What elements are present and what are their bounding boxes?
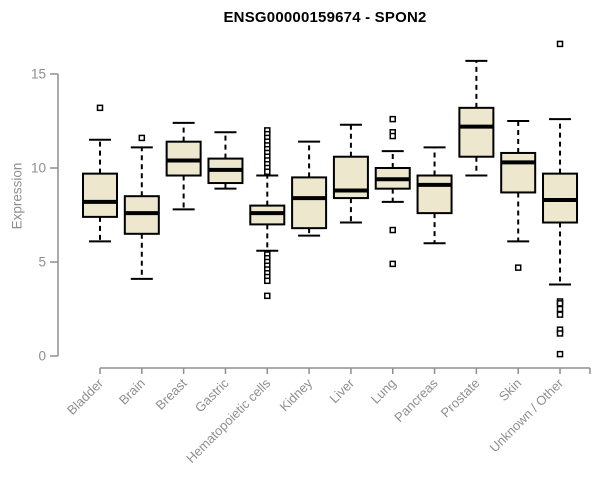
- y-tick-label: 10: [31, 161, 46, 176]
- outlier-point: [556, 305, 564, 313]
- category-label: Liver: [327, 375, 358, 406]
- category-label: Breast: [153, 375, 190, 412]
- boxplot-lung: [374, 115, 411, 268]
- boxplot-gastric: [207, 131, 244, 190]
- category-label: Prostate: [438, 376, 483, 421]
- outlier-point: [556, 40, 564, 48]
- boxplot-skin: [500, 120, 537, 271]
- outlier-point: [264, 168, 271, 176]
- y-tick-label: 0: [38, 349, 46, 364]
- outlier-point: [556, 311, 564, 318]
- outlier-point: [138, 134, 146, 142]
- category-label: Unknown / Other: [487, 375, 567, 455]
- iqr-box: [500, 151, 537, 194]
- outlier-point: [514, 264, 522, 271]
- outlier-point: [556, 350, 564, 358]
- boxplot-breast: [165, 121, 202, 211]
- outlier-point: [264, 292, 271, 300]
- boxplot-unknown-other: [542, 40, 579, 358]
- outlier-point: [389, 115, 396, 123]
- outlier-point: [96, 104, 104, 112]
- category-label: Brain: [116, 376, 148, 408]
- category-label: Bladder: [64, 375, 107, 418]
- boxplot-prostate: [458, 59, 495, 177]
- boxplot-brain: [123, 134, 160, 280]
- iqr-box: [291, 176, 328, 230]
- y-tick-label: 5: [38, 255, 46, 270]
- outlier-point: [389, 226, 396, 234]
- boxplot-kidney: [291, 140, 328, 237]
- boxplot-liver: [332, 123, 369, 224]
- boxplot-pancreas: [416, 146, 453, 245]
- y-tick-label: 15: [31, 67, 46, 82]
- iqr-box: [82, 172, 118, 218]
- category-label: Kidney: [277, 375, 316, 414]
- outlier-point: [389, 260, 396, 268]
- outlier-point: [556, 300, 564, 307]
- outlier-point: [264, 277, 271, 285]
- outlier-point: [556, 330, 564, 337]
- category-label: Pancreas: [391, 375, 441, 425]
- outlier-point: [389, 132, 396, 140]
- iqr-box: [416, 174, 453, 215]
- category-label: Gastric: [192, 375, 232, 415]
- boxplot-hematopoietic-cells: [249, 127, 286, 300]
- chart-title: ENSG00000159674 - SPON2: [223, 9, 427, 26]
- category-label: Lung: [368, 376, 399, 407]
- boxplot-bladder: [82, 104, 118, 243]
- iqr-box: [458, 106, 495, 158]
- category-label: Skin: [496, 376, 524, 404]
